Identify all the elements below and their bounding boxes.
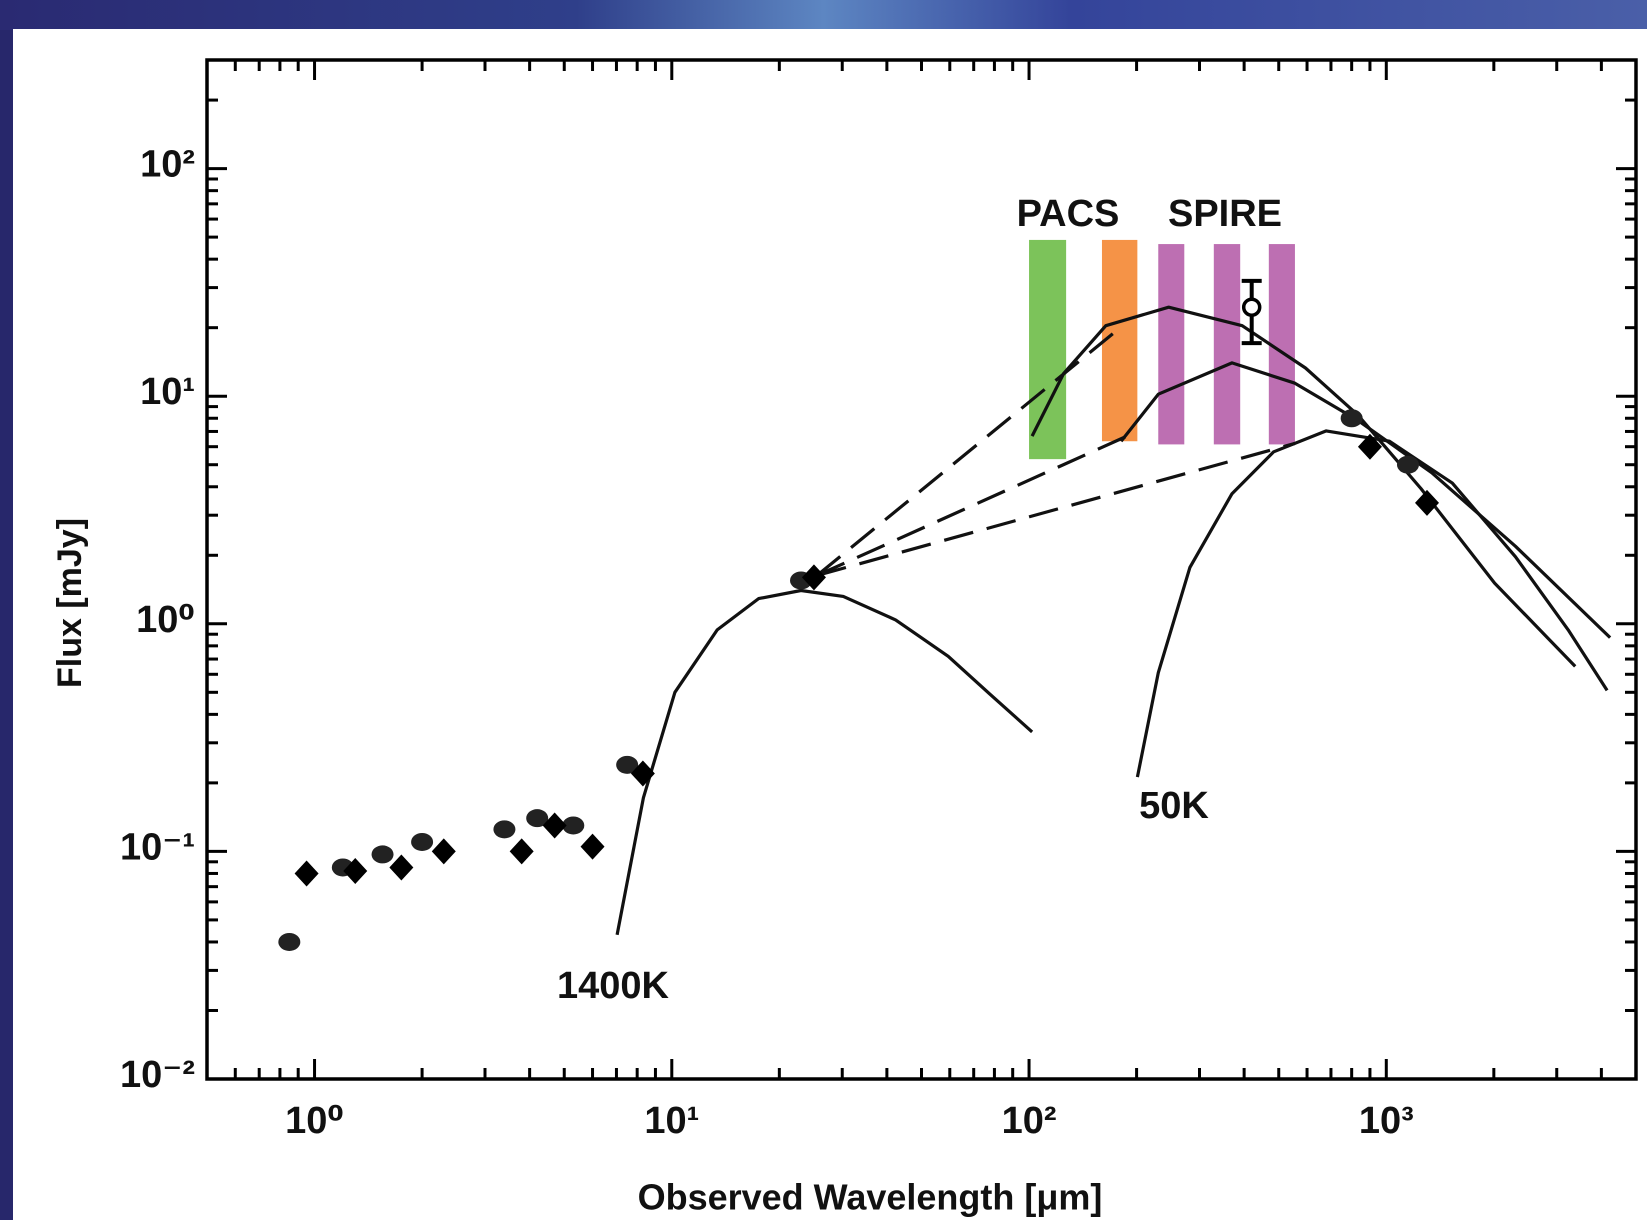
band <box>1213 244 1241 445</box>
data-point <box>562 816 585 835</box>
data-point <box>343 858 368 885</box>
data-point <box>1340 409 1363 428</box>
data-point <box>1396 455 1419 474</box>
data-point <box>580 833 605 860</box>
data-point <box>509 838 534 865</box>
x-tick-label: 10² <box>1002 1100 1057 1142</box>
header-band <box>0 0 1647 30</box>
annotation: SPIRE <box>1168 193 1282 235</box>
annotation: 50K <box>1139 785 1209 827</box>
x-tick-label: 10¹ <box>644 1100 699 1142</box>
x-tick-label: 10⁰ <box>285 1100 344 1142</box>
band <box>1101 239 1138 442</box>
model-curve <box>1030 305 1577 668</box>
data-point <box>493 820 516 839</box>
annotation: PACS <box>1017 193 1120 235</box>
data-point <box>616 755 639 774</box>
data-point <box>630 760 655 787</box>
model-curve <box>615 588 1034 936</box>
x-tick-label: 10³ <box>1359 1100 1414 1142</box>
dashed-curve <box>815 329 1117 577</box>
y-tick-label: 10⁻² <box>120 1054 195 1096</box>
y-tick-label: 10¹ <box>140 371 195 413</box>
data-point <box>1414 489 1439 516</box>
data-point <box>411 832 434 851</box>
y-tick-label: 10⁰ <box>136 599 195 641</box>
plot-area: 10⁰ 10¹ 10² 10³ 10⁻² 10⁻¹ 10⁰ 10¹ 10² PACS SPIRE 14… <box>120 58 1638 1142</box>
data-point <box>801 564 826 591</box>
data-point <box>526 809 549 828</box>
plot-panel <box>13 29 1647 1220</box>
band <box>1158 244 1185 445</box>
data-point <box>278 932 301 951</box>
data-point <box>389 854 414 881</box>
x-axis-label: Observed Wavelength [μm] <box>638 1177 1103 1218</box>
data-point <box>294 860 319 887</box>
data-point <box>371 845 394 864</box>
dashed-curve <box>816 434 1128 577</box>
y-tick-label: 10² <box>140 144 195 186</box>
dashed-curve <box>816 441 1296 578</box>
annotation: 1400K <box>557 965 670 1007</box>
data-point <box>1357 433 1382 460</box>
data-point <box>1241 297 1262 317</box>
model-curve <box>1135 429 1609 778</box>
model-curve <box>1119 361 1612 639</box>
y-tick-label: 10⁻¹ <box>120 826 195 868</box>
band <box>1268 244 1295 445</box>
band <box>1029 239 1067 460</box>
y-axis-label: Flux [mJy] <box>51 518 89 688</box>
data-point <box>542 812 567 839</box>
data-point <box>431 838 456 865</box>
